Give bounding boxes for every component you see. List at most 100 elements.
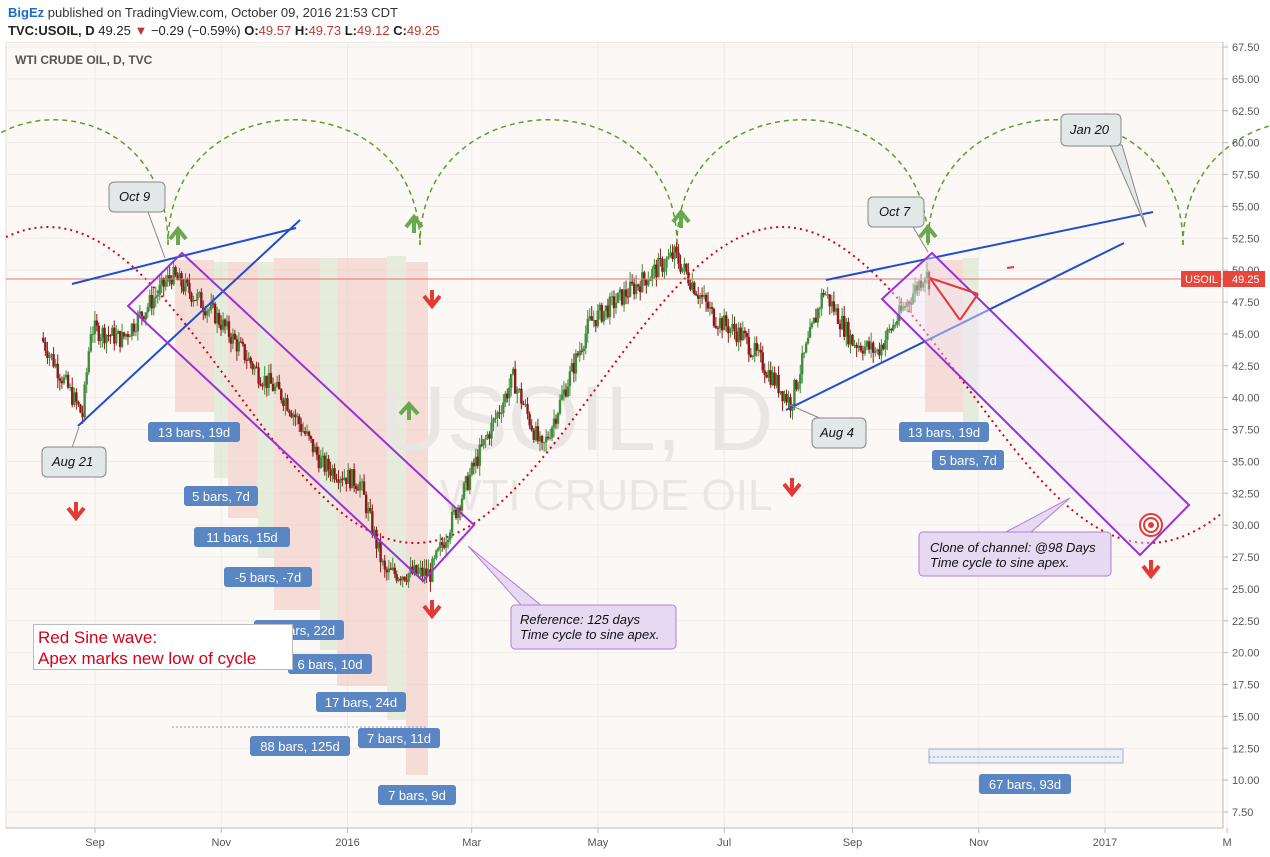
candle-body xyxy=(830,301,834,307)
bar-count-label xyxy=(184,486,258,506)
candle-body xyxy=(921,282,925,288)
candle-body xyxy=(602,310,606,322)
candle-body xyxy=(546,436,550,439)
callout-aug4[interactable]: Aug 4 xyxy=(789,404,867,449)
callout-jan20[interactable]: Jan 20 xyxy=(1060,113,1147,228)
x-tick-label: Sep xyxy=(843,837,863,849)
candle-body xyxy=(168,275,171,279)
candle-body xyxy=(712,308,716,326)
candle-body xyxy=(335,479,338,481)
candle-body xyxy=(923,278,927,283)
candle-body xyxy=(60,380,64,384)
candle-body xyxy=(337,480,340,483)
candle-body xyxy=(524,404,527,406)
watermark-symbol: USOIL, D xyxy=(380,368,774,470)
candle-body xyxy=(482,439,485,446)
trendlines[interactable] xyxy=(71,211,1154,427)
candle-body xyxy=(164,281,167,287)
candle-body xyxy=(630,281,634,284)
down-arrow-icon xyxy=(422,600,442,620)
channels[interactable] xyxy=(126,251,1191,583)
descending-channel-2015 xyxy=(126,251,476,583)
candle-body xyxy=(415,565,418,574)
candle-body xyxy=(162,277,165,287)
candle-body xyxy=(484,438,487,440)
candle-body xyxy=(448,532,452,540)
candle-body xyxy=(215,312,219,324)
candle-body xyxy=(429,569,432,582)
candle-body xyxy=(329,469,332,476)
callout-oct9[interactable]: Oct 9 xyxy=(108,181,166,259)
candle-body xyxy=(737,327,740,343)
candle-body xyxy=(407,573,410,582)
candle-body xyxy=(120,332,124,347)
candle-body xyxy=(816,308,820,323)
bar-count-text: 7 bars, 9d xyxy=(388,788,446,803)
bar-count-label xyxy=(378,785,456,805)
candle-body xyxy=(518,388,521,390)
candle-body xyxy=(913,285,917,294)
y-tick-label: 7.50 xyxy=(1232,807,1253,819)
candle-body xyxy=(574,353,578,374)
candle-body xyxy=(194,300,197,302)
signal-arrows xyxy=(66,208,1161,620)
bar-count-text: 13 bars, 19d xyxy=(908,425,980,440)
candle-body xyxy=(647,280,650,286)
candle-body xyxy=(140,311,144,317)
candle-body xyxy=(767,370,770,378)
candle-body xyxy=(610,296,614,298)
candle-body xyxy=(148,294,152,308)
candle-body xyxy=(184,279,187,292)
candle-body xyxy=(158,284,161,295)
candle-body xyxy=(702,294,706,297)
candle-body xyxy=(616,292,620,303)
candle-body xyxy=(820,292,823,309)
y-tick-label: 22.50 xyxy=(1232,616,1260,628)
time-axis[interactable]: Sep Nov 2016 Mar May Jul Sep Nov 2017 M xyxy=(6,827,1232,849)
candle-body xyxy=(385,569,389,573)
candle-body xyxy=(71,386,74,405)
candle-body xyxy=(219,324,223,330)
candle-body xyxy=(87,351,90,373)
candle-body xyxy=(349,469,352,489)
candle-body xyxy=(315,446,319,455)
candle-body xyxy=(763,370,766,375)
candle-body xyxy=(294,414,297,418)
candlestick-series[interactable] xyxy=(42,242,931,592)
candle-body xyxy=(714,325,718,328)
candle-body xyxy=(927,271,931,290)
candle-body xyxy=(360,481,364,483)
candle-body xyxy=(909,303,913,305)
candle-body xyxy=(892,324,895,331)
candle-body xyxy=(231,333,235,344)
price-axis[interactable]: 67.5065.0062.5060.0057.5055.0052.5050.00… xyxy=(1222,42,1260,828)
candle-body xyxy=(478,444,481,466)
candle-body xyxy=(118,330,122,347)
callout-oct7[interactable]: Oct 7 xyxy=(867,196,929,253)
candle-body xyxy=(731,323,734,329)
callout-aug21[interactable]: Aug 21 xyxy=(41,426,107,478)
candle-body xyxy=(584,333,587,349)
author-link[interactable]: BigEz xyxy=(8,5,45,20)
clone-note[interactable]: Clone of channel: @98 Days Time cycle to… xyxy=(918,497,1112,577)
reference-note[interactable]: Reference: 125 days Time cycle to sine a… xyxy=(467,545,677,650)
candle-body xyxy=(319,457,323,469)
x-tick-label: Jul xyxy=(717,837,731,849)
candle-body xyxy=(592,320,595,322)
candle-body xyxy=(366,507,370,514)
candle-body xyxy=(896,320,899,325)
trendline-upper-2015 xyxy=(71,257,175,285)
candle-body xyxy=(95,320,99,326)
candle-body xyxy=(486,434,489,439)
candle-body xyxy=(863,346,867,354)
candle-body xyxy=(66,374,70,388)
candle-body xyxy=(458,507,462,511)
candle-body xyxy=(144,312,148,320)
candle-body xyxy=(884,340,887,350)
candle-body xyxy=(773,372,776,386)
candle-body xyxy=(639,286,642,293)
candle-body xyxy=(354,485,358,489)
candle-body xyxy=(101,327,104,338)
bar-count-label xyxy=(899,422,989,442)
